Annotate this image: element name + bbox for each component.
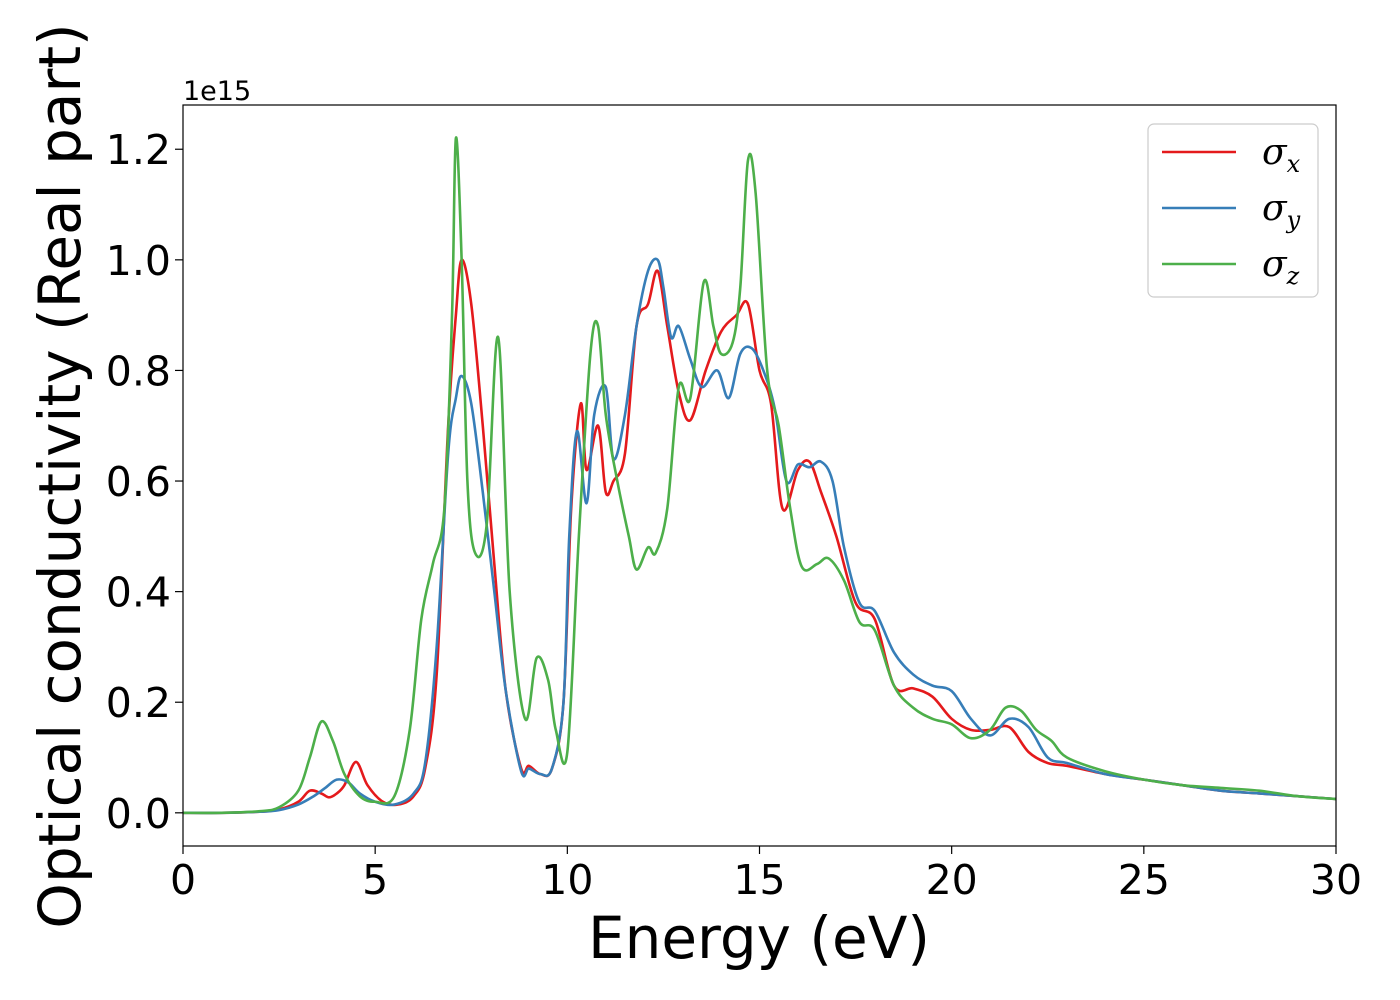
y-offset-label: 1e15 (183, 76, 251, 107)
y-axis-title: Optical conductivity (Real part) (26, 23, 94, 928)
legend-label-y: σy (1262, 188, 1301, 234)
series-line-z (183, 136, 1336, 815)
x-axis-title: Energy (eV) (588, 904, 930, 972)
y-tick-label: 1.2 (106, 126, 171, 174)
legend-symbol: σ (1262, 132, 1288, 173)
legend-subscript: y (1286, 206, 1301, 234)
legend-box (1147, 123, 1319, 298)
y-tick-label: 0.4 (106, 569, 171, 617)
legend-label-z: σz (1262, 244, 1300, 290)
y-tick-label: 0.8 (106, 347, 171, 395)
legend-subscript: x (1287, 150, 1301, 178)
x-tick-label: 0 (170, 856, 196, 904)
x-tick-label: 5 (362, 856, 388, 904)
y-tick-label: 1.0 (106, 237, 171, 285)
legend-label-x: σx (1262, 132, 1301, 178)
y-tick-label: 0.6 (106, 458, 171, 506)
x-tick-label: 15 (733, 856, 785, 904)
y-tick-label: 0.2 (106, 679, 171, 727)
series-layer (183, 136, 1336, 815)
x-tick-label: 30 (1310, 856, 1362, 904)
legend-symbol: σ (1262, 244, 1288, 285)
legend-subscript: z (1286, 262, 1300, 290)
y-axis: 0.0 0.2 0.4 0.6 0.8 1.0 1.2 (106, 126, 183, 838)
plot-area (182, 104, 1337, 847)
x-tick-label: 20 (926, 856, 978, 904)
legend-symbol: σ (1262, 188, 1288, 229)
series-line-y (183, 257, 1336, 815)
y-tick-label: 0.0 (106, 790, 171, 838)
x-axis: 0 5 10 15 20 25 30 (170, 846, 1362, 904)
x-tick-label: 10 (541, 856, 593, 904)
x-tick-label: 25 (1118, 856, 1170, 904)
